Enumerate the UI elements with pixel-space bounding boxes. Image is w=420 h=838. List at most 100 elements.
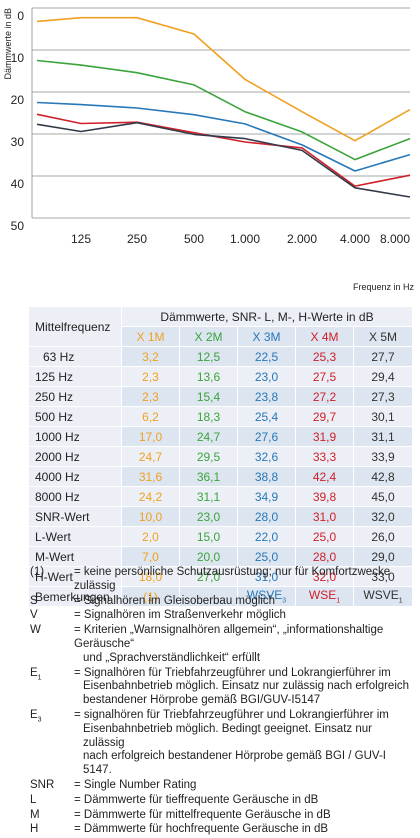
legend-text: = Dämmwerte für hochfrequente Geräusche … — [74, 823, 329, 836]
table-row: Bemerkungen (1) WSVE3 WSE1 WSVE1 — [28, 586, 413, 607]
table-cell: WSE1 — [295, 586, 354, 607]
row-label: Bemerkungen — [28, 586, 122, 607]
table-cell: 29,7 — [295, 406, 354, 427]
row-label: H-Wert — [28, 566, 122, 587]
table-cell: 27,6 — [237, 426, 296, 447]
table-cell: 22,0 — [237, 526, 296, 547]
table-cell: 2,3 — [121, 386, 180, 407]
table-row: 500 Hz 6,2 18,3 25,4 29,7 30,1 — [28, 406, 413, 427]
table-title: Dämmwerte, SNR- L, M-, H-Werte in dB — [121, 306, 413, 327]
table-row: L-Wert 2,0 15,0 22,0 25,0 26,0 — [28, 526, 413, 547]
table-cell: 30,1 — [353, 406, 413, 427]
column-header-row: X 1M X 2M X 3M X 4M X 5M — [29, 326, 413, 347]
legend-text: = Kriterien „Warnsignalhören allgemein“,… — [74, 624, 384, 664]
table-cell: 25,0 — [295, 526, 354, 547]
table-cell: 15,4 — [179, 386, 238, 407]
table-cell: 33,0 — [353, 566, 413, 587]
x-tick-label: 8.000 — [380, 232, 410, 246]
column-header: X 1M — [121, 326, 180, 347]
legend-text: = Dämmwerte für mittelfrequente Geräusch… — [74, 808, 331, 821]
x-tick-label: 125 — [71, 232, 91, 246]
table-cell: 28,0 — [295, 546, 354, 567]
legend-entry: S = Signalhören im Gleisoberbau möglich — [30, 595, 415, 609]
legend-entry: L = Dämmwerte für tieffrequente Geräusche… — [30, 794, 415, 808]
table-cell: 27,3 — [353, 386, 413, 407]
legend-entry: (1) = keine persönliche Schutzausrüstung;… — [30, 566, 415, 594]
table-cell: 6,2 — [121, 406, 180, 427]
attenuation-table: Mittelfrequenz Dämmwerte, SNR- L, M-, H-… — [28, 306, 413, 607]
y-axis-label: Dämmwerte in dB — [3, 8, 13, 80]
table-cell: 33,9 — [353, 446, 413, 467]
column-header: X 5M — [353, 326, 413, 347]
table-row: 125 Hz 2,3 13,6 23,0 27,5 29,4 — [28, 366, 413, 387]
table-cell: 28,0 — [237, 506, 296, 527]
table-cell: 15,0 — [179, 526, 238, 547]
row-label: 2000 Hz — [28, 446, 122, 467]
series-line-3 — [36, 101, 411, 172]
table-cell: 31,0 — [295, 506, 354, 527]
legend-entry: W = Kriterien „Warnsignalhören allgemein“… — [30, 624, 415, 665]
table-row: SNR-Wert 10,0 23,0 28,0 31,0 32,0 — [28, 506, 413, 527]
legend-text: = Signalhören für Triebfahrzeugführer un… — [74, 666, 410, 707]
table-cell: 24,2 — [121, 486, 180, 507]
column-header: X 3M — [237, 326, 296, 347]
chart-grid — [31, 7, 410, 219]
row-label: 63 Hz — [28, 346, 122, 367]
legend-key: E3 — [30, 708, 42, 724]
table-cell: 31,1 — [353, 426, 413, 447]
row-header-label: Mittelfrequenz — [28, 306, 122, 347]
row-label: 8000 Hz — [28, 486, 122, 507]
table-cell: 31,1 — [179, 486, 238, 507]
table-cell: 32,6 — [237, 446, 296, 467]
y-tick-label: 30 — [11, 135, 25, 149]
x-tick-labels: 125 250 500 1.000 2.000 4.000 8.000 — [71, 232, 410, 246]
x-tick-label: 250 — [127, 232, 147, 246]
table-cell: 42,8 — [353, 466, 413, 487]
table-row: 1000 Hz 17,0 24,7 27,6 31,9 31,1 — [28, 426, 413, 447]
row-label: 500 Hz — [28, 406, 122, 427]
table-cell: WSVE1 — [353, 586, 413, 607]
series-lines — [36, 16, 411, 198]
legend-entry: E3 = signalhören für Triebfahrzeugführer … — [30, 709, 415, 778]
table-row: 4000 Hz 31,6 36,1 38,8 42,4 42,8 — [28, 466, 413, 487]
legend-key: (1) — [30, 566, 45, 578]
table-cell: 45,0 — [353, 486, 413, 507]
legend-key: SNR — [30, 778, 55, 791]
table-cell: 23,8 — [237, 386, 296, 407]
table-cell: 27,2 — [295, 386, 354, 407]
table-cell: 24,7 — [121, 446, 180, 467]
column-header: X 4M — [295, 326, 354, 347]
legend-text: = signalhören für Triebfahrzeugführer un… — [74, 708, 389, 777]
legend-text: = Dämmwerte für tieffrequente Geräusche … — [74, 793, 319, 806]
legend-text: = keine persönliche Schutzausrüstung; nu… — [74, 566, 391, 592]
table-cell: 29,4 — [353, 366, 413, 387]
row-label: 1000 Hz — [28, 426, 122, 447]
y-tick-label: 0 — [17, 9, 24, 23]
table-cell: 2,0 — [121, 526, 180, 547]
table-cell: 24,7 — [179, 426, 238, 447]
table-cell: 34,9 — [237, 486, 296, 507]
table-cell: 12,5 — [179, 346, 238, 367]
table-row: 2000 Hz 24,7 29,5 32,6 33,3 33,9 — [28, 446, 413, 467]
table-cell: 7,0 — [121, 546, 180, 567]
y-tick-label: 20 — [11, 93, 25, 107]
legend-entry: H = Dämmwerte für hochfrequente Geräusche… — [30, 823, 415, 837]
table-cell: (1) — [121, 586, 180, 607]
x-tick-label: 1.000 — [230, 232, 260, 246]
table-row: H-Wert 18,0 27,0 31,0 32,0 33,0 — [28, 566, 413, 587]
table-cell: 39,8 — [295, 486, 354, 507]
legend-text: = Signalhören im Gleisoberbau möglich — [74, 594, 276, 607]
table-cell: 38,8 — [237, 466, 296, 487]
table-cell: 25,4 — [237, 406, 296, 427]
table-cell: 17,0 — [121, 426, 180, 447]
table-cell: 31,6 — [121, 466, 180, 487]
table-cell: 29,5 — [179, 446, 238, 467]
legend-entry: M = Dämmwerte für mittelfrequente Geräusc… — [30, 809, 415, 823]
row-label: 250 Hz — [28, 386, 122, 407]
y-tick-label: 40 — [11, 177, 25, 191]
table-cell: 22,5 — [237, 346, 296, 367]
table-cell: 23,0 — [179, 506, 238, 527]
legend-key: W — [30, 624, 41, 637]
table-cell: 27,5 — [295, 366, 354, 387]
row-label: 125 Hz — [28, 366, 122, 387]
